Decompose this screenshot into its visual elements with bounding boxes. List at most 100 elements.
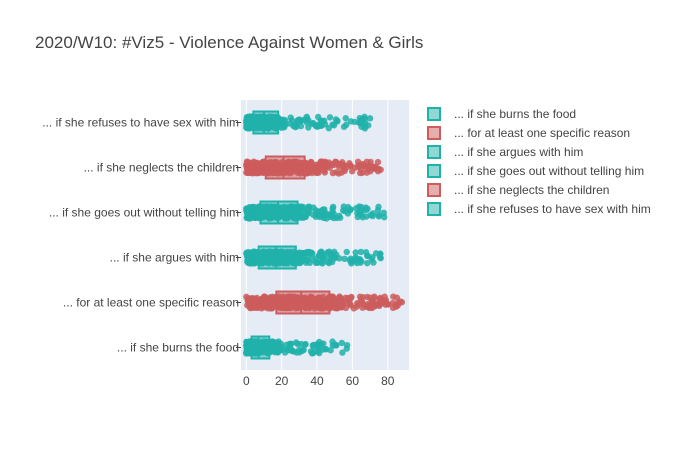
data-point — [339, 349, 346, 356]
data-point — [374, 158, 382, 166]
legend[interactable]: ... if she burns the food ... for at leas… — [427, 107, 651, 216]
x-tick-label: 0 — [243, 374, 250, 388]
box-if-she-goes-out-without-telling-him[interactable] — [243, 200, 388, 225]
data-point — [353, 303, 361, 310]
data-point — [357, 203, 365, 211]
data-point — [353, 259, 361, 267]
data-point — [303, 119, 311, 126]
data-point — [314, 113, 322, 121]
data-point — [252, 297, 260, 304]
chart-title: 2020/W10: #Viz5 - Violence Against Women… — [35, 33, 424, 52]
data-point — [317, 208, 324, 215]
legend-label: ... if she argues with him — [454, 145, 583, 159]
data-point — [352, 249, 359, 256]
data-point — [337, 214, 344, 221]
data-point — [256, 162, 263, 169]
data-point — [393, 303, 400, 310]
legend-item-for-at-least-one-specific-reason[interactable]: ... for at least one specific reason — [427, 126, 630, 140]
data-point — [251, 210, 258, 217]
data-point — [344, 203, 352, 211]
data-point — [245, 301, 253, 308]
data-point — [369, 210, 377, 217]
data-point — [365, 302, 372, 310]
data-point — [249, 163, 256, 170]
data-point — [359, 304, 366, 311]
data-point — [319, 253, 326, 260]
y-tick-label: ... if she refuses to have sex with him — [42, 116, 239, 130]
data-point — [310, 204, 317, 211]
grid — [245, 100, 389, 370]
data-point — [312, 122, 320, 130]
data-point — [251, 204, 258, 212]
data-point — [326, 164, 334, 171]
box-for-at-least-one-specific-reason[interactable] — [243, 290, 406, 315]
data-point — [334, 160, 341, 167]
legend-label: ... if she refuses to have sex with him — [454, 202, 651, 216]
x-axis-ticks: 0 20 40 60 80 — [243, 374, 395, 388]
data-point — [322, 209, 329, 217]
data-point — [343, 345, 350, 352]
data-point — [332, 116, 340, 123]
data-point — [364, 205, 371, 213]
data-point — [318, 122, 325, 129]
data-point — [358, 298, 366, 305]
legend-item-if-she-goes-out-without-telling-him[interactable]: ... if she goes out without telling him — [427, 164, 644, 178]
data-point — [244, 250, 252, 257]
legend-item-if-she-burns-the-food[interactable]: ... if she burns the food — [427, 107, 576, 121]
x-tick-label: 80 — [381, 374, 395, 388]
data-point — [309, 211, 317, 218]
data-point — [332, 296, 339, 303]
data-point — [364, 259, 371, 267]
data-point — [342, 304, 350, 312]
legend-swatch — [427, 202, 441, 216]
box-iqr — [275, 290, 331, 315]
box-iqr — [264, 155, 306, 180]
data-point — [359, 116, 367, 123]
box-if-she-refuses-to-have-sex-with-him[interactable] — [243, 110, 374, 135]
data-point — [333, 305, 340, 312]
data-point — [358, 123, 365, 130]
y-tick-label: ... if she burns the food — [117, 341, 239, 355]
data-point — [313, 168, 321, 175]
data-point — [346, 160, 353, 167]
data-point — [340, 123, 348, 131]
y-tick-label: ... if she goes out without telling him — [49, 206, 239, 220]
x-tick-label: 40 — [310, 374, 324, 388]
data-point — [329, 169, 337, 177]
data-point — [244, 258, 251, 265]
data-point — [338, 169, 345, 176]
legend-item-if-she-neglects-the-children[interactable]: ... if she neglects the children — [427, 183, 609, 197]
data-point — [381, 293, 388, 300]
data-point — [314, 348, 322, 355]
legend-label: ... if she neglects the children — [454, 183, 609, 197]
data-point — [370, 259, 377, 266]
data-point — [341, 255, 348, 263]
data-point — [280, 116, 287, 123]
data-point — [249, 259, 257, 266]
box-if-she-burns-the-food[interactable] — [243, 335, 351, 360]
legend-item-if-she-argues-with-him[interactable]: ... if she argues with him — [427, 145, 583, 159]
legend-swatch — [427, 183, 441, 197]
data-point — [243, 338, 250, 346]
legend-item-if-she-refuses-to-have-sex-with-him[interactable]: ... if she refuses to have sex with him — [427, 202, 651, 216]
data-point — [243, 214, 250, 222]
box-if-she-neglects-the-children[interactable] — [243, 155, 384, 180]
legend-swatch — [427, 107, 441, 121]
data-point — [347, 302, 355, 309]
data-point — [377, 298, 384, 306]
data-point — [369, 163, 377, 171]
data-point — [253, 167, 260, 175]
data-point — [380, 209, 388, 216]
data-point — [367, 158, 374, 166]
box-if-she-argues-with-him[interactable] — [243, 245, 384, 270]
data-point — [243, 208, 251, 216]
x-tick-label: 20 — [275, 374, 289, 388]
data-point — [366, 115, 374, 122]
legend-label: ... for at least one specific reason — [454, 126, 630, 140]
data-point — [336, 296, 344, 304]
data-point — [342, 115, 349, 122]
data-point — [326, 114, 334, 121]
data-point — [368, 297, 375, 305]
data-point — [294, 116, 302, 124]
